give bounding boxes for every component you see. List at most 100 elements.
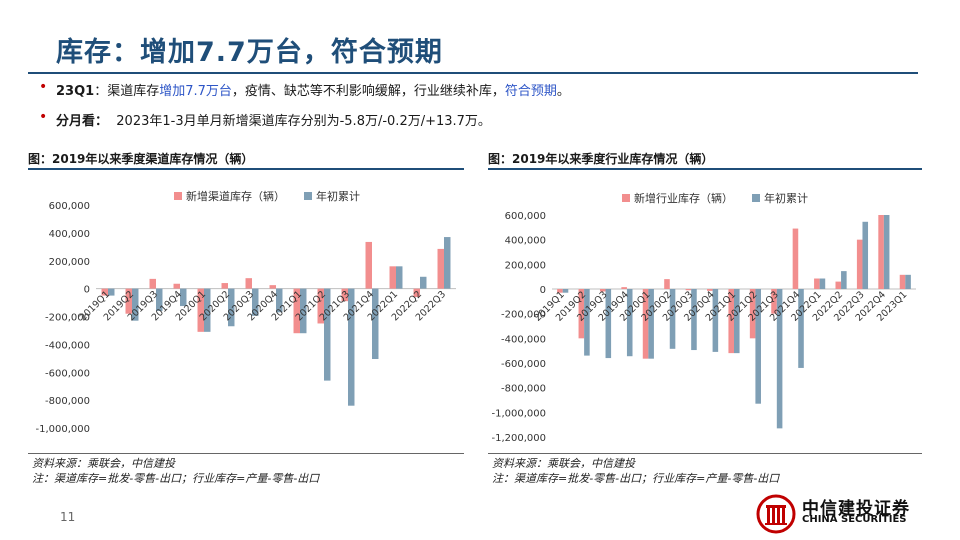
chart-1-notes: 资料来源：乘联会，中信建投 注：渠道库存=批发-零售-出口；行业库存=产量-零售… xyxy=(32,456,319,486)
chart-2-bar-cumulative xyxy=(862,221,869,289)
chart-1-bar-cumulative xyxy=(396,266,403,289)
bullet-1-rest: ，疫情、缺芯等不利影响缓解，行业继续补库， xyxy=(231,84,505,99)
chart-2-bar-cumulative xyxy=(819,278,826,289)
chart-1-ytick-label: 600,000 xyxy=(49,201,90,212)
chart-2-source: 资料来源：乘联会，中信建投 xyxy=(492,457,635,470)
chart-1-ytick-label: -200,000 xyxy=(45,313,90,324)
slide-title: 库存：增加7.7万台，符合预期 xyxy=(56,37,443,68)
logo-text-en: CHINA SECURITIES xyxy=(802,514,907,525)
chart-1-title-rule xyxy=(28,168,464,170)
chart-2-bar-increment xyxy=(685,289,692,291)
chart-1-bar-increment xyxy=(125,288,132,314)
chart-1-bar-cumulative xyxy=(372,288,379,360)
chart-2-bar-increment xyxy=(599,289,606,292)
chart-1-title: 图：2019年以来季度渠道库存情况（辆） xyxy=(28,152,254,166)
chart-1-legend-swatch xyxy=(304,192,312,200)
chart-1-legend-swatch xyxy=(174,192,182,200)
chart-2-bar-increment xyxy=(899,274,906,289)
chart-1-legend-label: 新增渠道库存（辆） xyxy=(186,189,285,203)
chart-2-legend-swatch xyxy=(752,194,760,202)
logo-text-cn: 中信建投证券 xyxy=(802,499,910,519)
chart-2-ytick-label: 200,000 xyxy=(505,260,546,271)
bullet-1-highlight: 增加7.7万台 xyxy=(159,84,232,99)
chart-1-bar-cumulative xyxy=(324,288,331,381)
chart-2-bar-cumulative xyxy=(905,274,911,289)
bullet-1-highlight-2: 符合预期 xyxy=(504,84,557,99)
chart-2-bar-cumulative xyxy=(669,289,676,349)
chart-1-bar-cumulative xyxy=(444,237,451,289)
chart-2-industry-inventory: 600,000 400,000 200,000 0 -200,000 -400,000 -6… xyxy=(491,191,916,444)
chart-2-note: 注：渠道库存=批发-零售-出口；行业库存=产量-零售-出口 xyxy=(492,472,780,485)
chart-1-bar-increment xyxy=(149,278,156,289)
chart-1-bar-increment xyxy=(437,248,444,289)
bullet-dot-icon: • xyxy=(39,79,48,95)
chart-2-bar-cumulative xyxy=(776,289,783,429)
chart-1-ytick-label: 0 xyxy=(84,285,90,296)
chart-1-bar-increment xyxy=(389,266,396,289)
chart-2-ytick-label: 0 xyxy=(540,285,546,296)
chart-2-bar-increment xyxy=(771,289,777,314)
bullet-1-sep: ：渠道库存 xyxy=(94,84,160,99)
chart-2-bar-cumulative xyxy=(626,289,633,357)
chart-2-bar-cumulative xyxy=(841,271,847,289)
chart-2-bar-increment xyxy=(856,239,863,289)
chart-2-bar-increment xyxy=(792,228,799,289)
chart-1-ytick-label: -400,000 xyxy=(45,340,90,351)
chart-2-bar-increment xyxy=(621,287,627,289)
chart-2-bar-increment xyxy=(728,289,734,354)
chart-2-legend-label: 年初累计 xyxy=(764,191,808,205)
chart-1-note: 注：渠道库存=批发-零售-出口；行业库存=产量-零售-出口 xyxy=(32,472,320,485)
chart-2-ytick-label: -400,000 xyxy=(501,334,546,345)
chart-1-bar-cumulative xyxy=(156,288,163,311)
chart-2-bar-cumulative xyxy=(755,289,761,404)
chart-2-bar-increment xyxy=(814,278,820,289)
bullet-dot-icon: • xyxy=(39,109,48,125)
chart-1-bar-cumulative xyxy=(108,288,115,296)
chart-2-bar-increment xyxy=(878,215,884,289)
chart-2-ytick-label: -200,000 xyxy=(501,310,546,321)
chart-2-title: 图：2019年以来季度行业库存情况（辆） xyxy=(488,152,714,166)
chart-2-bar-cumulative xyxy=(712,289,719,352)
chart-2-bar-cumulative xyxy=(584,289,590,356)
chart-1-source: 资料来源：乘联会，中信建投 xyxy=(32,457,175,470)
chart-1-bar-increment xyxy=(317,288,324,324)
page-number: 11 xyxy=(60,510,76,524)
chart-1-bar-increment xyxy=(101,288,108,296)
chart-1-bar-cumulative xyxy=(420,276,427,289)
chart-2-notes: 资料来源：乘联会，中信建投 注：渠道库存=批发-零售-出口；行业库存=产量-零售… xyxy=(492,456,779,486)
chart-2-ytick-label: -1,000,000 xyxy=(491,408,546,419)
chart-2-ytick-label: -1,200,000 xyxy=(491,433,546,444)
chart-1-bar-cumulative xyxy=(228,288,235,327)
chart-2-bar-increment xyxy=(664,279,670,289)
chart-2-ytick-label: 400,000 xyxy=(505,236,546,247)
chart-2-bar-cumulative xyxy=(562,289,569,293)
chart-2-bar-cumulative xyxy=(734,289,740,354)
chart-2-legend-label: 新增行业库存（辆） xyxy=(634,191,733,205)
chart-2-bar-cumulative xyxy=(883,215,890,289)
chart-2-title-rule xyxy=(488,168,922,170)
chart-2-bar-increment xyxy=(707,289,713,291)
chart-1-bar-increment xyxy=(365,241,372,289)
chart-2-legend-swatch xyxy=(622,194,630,202)
chart-1-footer-rule xyxy=(28,453,464,454)
chart-2-bar-cumulative xyxy=(691,289,697,351)
bullet-2: • 分月看： 2023年1-3月单月新增渠道库存分别为-5.8万/-0.2万/+… xyxy=(39,109,491,129)
chart-1-ytick-label: 400,000 xyxy=(49,229,90,240)
chart-1-bar-increment xyxy=(293,288,300,334)
chart-2-ytick-label: 600,000 xyxy=(505,211,546,222)
chart-2-bar-cumulative xyxy=(798,289,804,368)
title-divider xyxy=(28,72,918,74)
chart-2-bar-increment xyxy=(835,281,842,289)
chart-1-ytick-label: 200,000 xyxy=(49,257,90,268)
chart-1-bar-increment xyxy=(341,288,348,302)
chart-1-ytick-label: -600,000 xyxy=(45,368,90,379)
chart-1-bar-cumulative xyxy=(132,288,139,321)
bullet-2-text: 2023年1-3月单月新增渠道库存分别为-5.8万/-0.2万/+13.7万。 xyxy=(116,114,491,129)
chart-2-bar-increment xyxy=(578,289,585,339)
chart-1-bar-cumulative xyxy=(276,288,283,313)
chart-2-bar-cumulative xyxy=(648,289,654,359)
chart-1-bar-increment xyxy=(245,278,252,289)
chart-1-ytick-label: -800,000 xyxy=(45,396,90,407)
chart-2-bar-increment xyxy=(642,289,649,359)
china-securities-logo-icon xyxy=(756,494,796,534)
